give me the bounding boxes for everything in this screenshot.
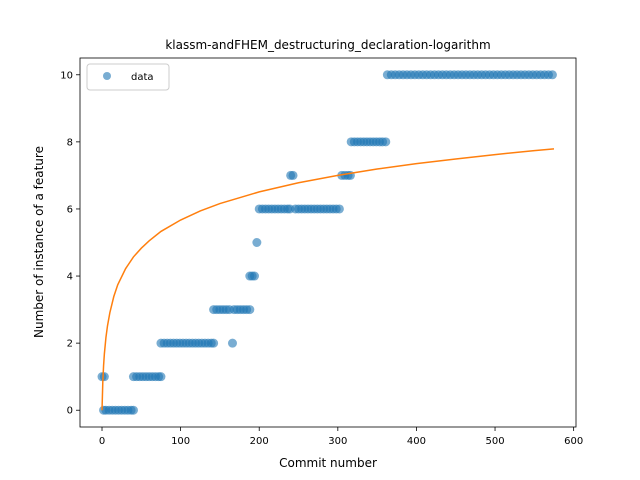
x-tick-label: 600	[564, 436, 583, 447]
y-tick-label: 10	[60, 70, 73, 81]
data-point	[227, 338, 237, 348]
data-point	[252, 238, 262, 247]
fit-line	[101, 148, 555, 411]
data-point	[209, 338, 219, 348]
data-point	[547, 70, 557, 80]
x-tick-label: 200	[250, 436, 269, 447]
y-tick-label: 0	[67, 406, 73, 417]
data-point	[99, 372, 109, 382]
x-tick-label: 100	[171, 436, 190, 447]
legend-marker-data	[103, 72, 111, 80]
data-point	[288, 170, 298, 180]
x-tick-label: 500	[485, 436, 504, 447]
data-point	[156, 372, 166, 382]
legend-box	[86, 63, 170, 91]
y-tick-label: 8	[67, 137, 73, 148]
y-tick-label: 2	[67, 339, 73, 350]
plot-area: 0 100 200 300 400 500 600 0 2 4 6 8 10	[60, 57, 583, 447]
data-point	[250, 271, 259, 281]
x-tick-label: 300	[328, 436, 347, 447]
legend-label-data: data	[131, 72, 154, 83]
data-point	[245, 305, 255, 315]
data-point	[334, 204, 344, 214]
chart-title: klassm-andFHEM_destructuring_declaration…	[165, 38, 490, 52]
x-tick-label: 0	[99, 436, 105, 447]
x-tick-label: 400	[407, 436, 426, 447]
x-axis-label: Commit number	[279, 456, 377, 470]
legend: data	[86, 63, 170, 91]
data-point	[128, 405, 138, 415]
y-tick-label: 4	[67, 272, 73, 283]
y-tick-label: 6	[67, 204, 73, 215]
data-point	[381, 137, 391, 147]
axes-frame	[79, 57, 577, 428]
y-axis-label: Number of instance of a feature	[32, 146, 46, 338]
